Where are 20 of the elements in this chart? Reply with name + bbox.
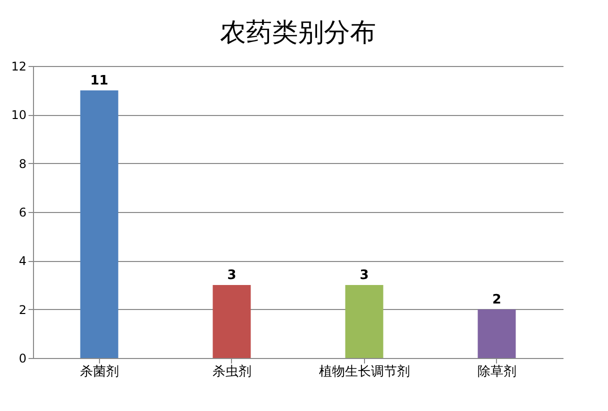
y-tick-label: 8 xyxy=(18,156,26,171)
y-tick-label: 6 xyxy=(18,206,26,220)
data-label: 11 xyxy=(90,73,108,88)
y-tick-label: 2 xyxy=(18,302,26,317)
data-label: 2 xyxy=(492,292,502,308)
y-tick-label: 0 xyxy=(18,352,26,366)
data-label: 3 xyxy=(227,268,236,283)
bar xyxy=(80,90,118,358)
y-tick-label: 12 xyxy=(11,60,26,74)
bar xyxy=(478,309,516,358)
chart-title: 农药类别分布 xyxy=(220,18,376,48)
y-tick-label: 4 xyxy=(18,254,26,268)
bar xyxy=(212,285,251,358)
bar xyxy=(345,285,384,358)
x-tick-label: 杀虫剂 xyxy=(212,364,252,380)
x-tick-label: 杀菌剂 xyxy=(80,364,119,380)
y-tick-label: 10 xyxy=(11,108,26,122)
x-tick-label: 除草剂 xyxy=(477,364,516,380)
x-tick-label: 植物生长调节剂 xyxy=(318,364,410,380)
data-label: 3 xyxy=(360,268,369,283)
